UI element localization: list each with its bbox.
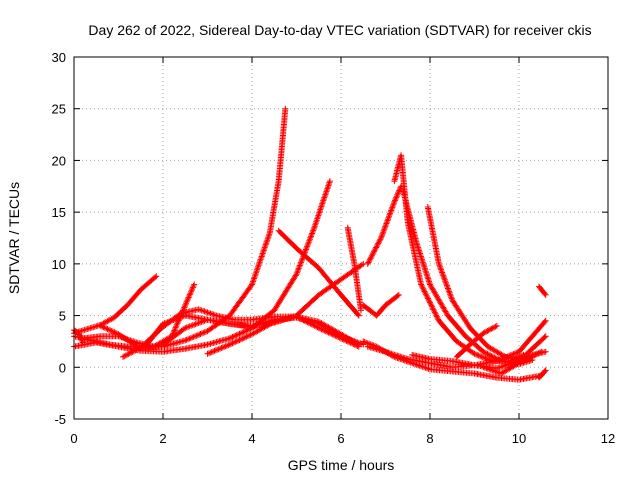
series-markers <box>536 367 549 381</box>
series-sat-s <box>453 322 500 360</box>
series-sat-h <box>120 306 362 360</box>
series-markers <box>391 152 527 365</box>
x-tick-label: 8 <box>426 431 433 446</box>
x-tick-label: 6 <box>337 431 344 446</box>
grid <box>74 57 608 419</box>
series-sat-i <box>275 227 362 319</box>
series-sat-l <box>391 152 527 365</box>
y-tick-label: 15 <box>52 205 66 220</box>
y-tick-label: 0 <box>59 360 66 375</box>
series-sat-b <box>71 273 160 337</box>
x-tick-label: 10 <box>512 431 526 446</box>
series-markers <box>360 291 402 319</box>
y-tick-label: 20 <box>52 153 66 168</box>
series-sat-j <box>344 224 364 314</box>
series-markers <box>120 306 362 360</box>
y-axis-label: SDTVAR / TECUs <box>6 182 22 294</box>
x-axis-label: GPS time / hours <box>288 457 395 473</box>
x-tick-label: 4 <box>248 431 255 446</box>
x-tick-label: 0 <box>70 431 77 446</box>
series-markers <box>480 348 549 377</box>
x-tick-label: 2 <box>159 431 166 446</box>
chart-title: Day 262 of 2022, Sidereal Day-to-day VTE… <box>88 22 591 38</box>
series-markers <box>536 283 549 298</box>
y-tick-label: 30 <box>52 50 66 65</box>
series-sat-k <box>364 183 405 267</box>
series-sat-t <box>480 348 549 377</box>
series-sat-o <box>360 291 402 319</box>
y-tick-label: 5 <box>59 309 66 324</box>
axes: 0 2 4 6 8 10 12 -5 0 5 10 15 20 25 30 <box>52 50 616 446</box>
data-series <box>71 105 549 383</box>
series-markers <box>344 224 364 314</box>
series-markers <box>364 183 405 267</box>
x-tick-label: 12 <box>601 431 615 446</box>
y-tick-label: -5 <box>54 412 66 427</box>
y-tick-label: 10 <box>52 257 66 272</box>
y-tick-label: 25 <box>52 102 66 117</box>
series-sat-u <box>536 283 549 298</box>
series-markers <box>71 273 160 337</box>
series-markers <box>275 227 362 319</box>
series-markers <box>453 322 500 360</box>
series-sat-v <box>536 367 549 381</box>
